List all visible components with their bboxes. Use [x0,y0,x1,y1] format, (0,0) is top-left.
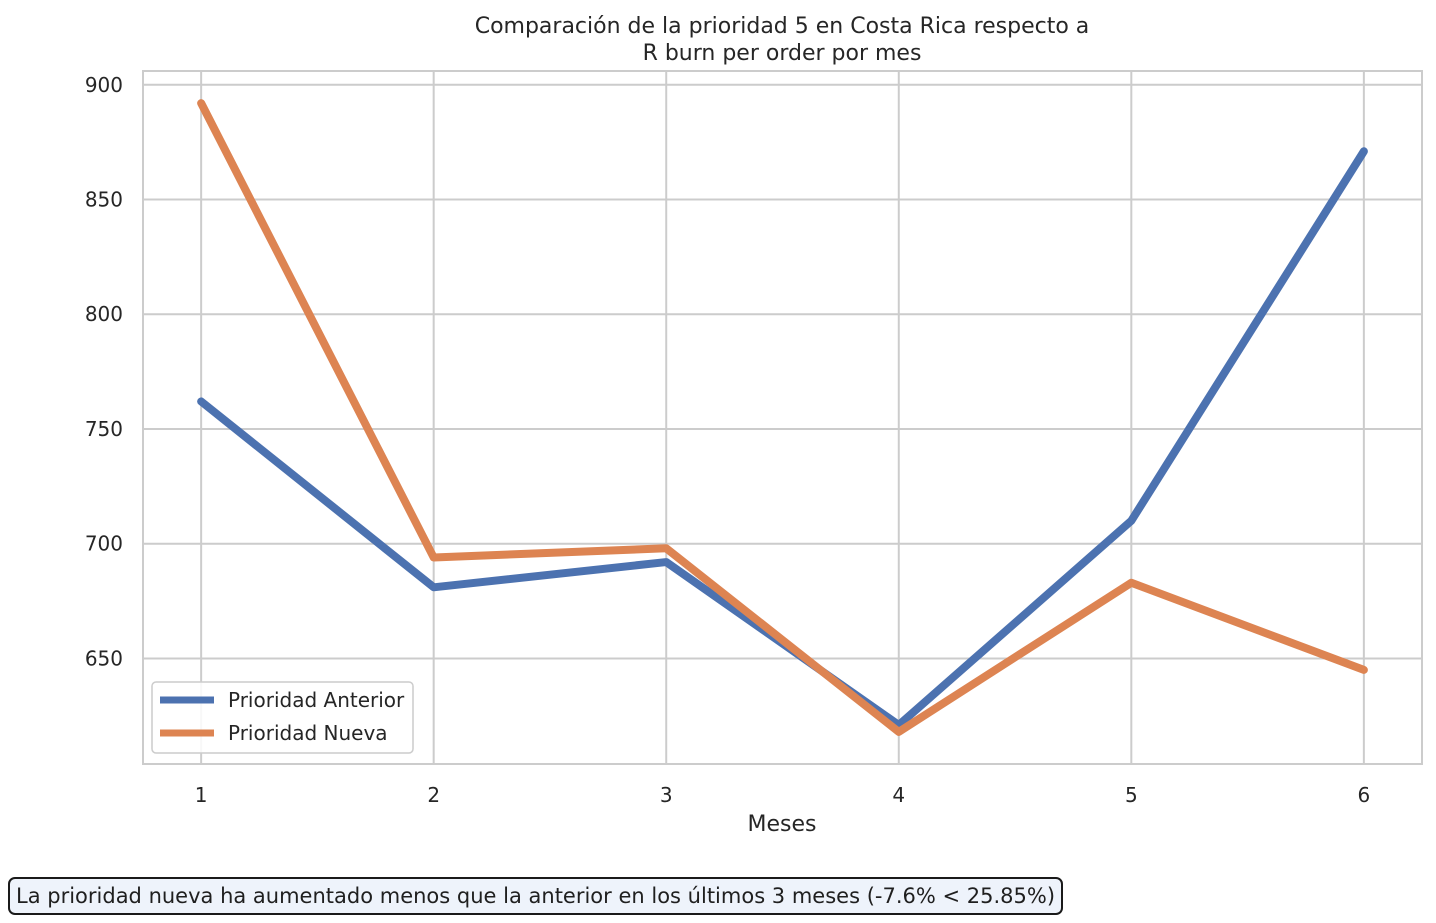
legend: Prioridad Anterior Prioridad Nueva [151,681,414,754]
plot-area-frame [142,70,1423,765]
x-axis-tick-labels: 1 2 3 4 5 6 [195,783,1370,807]
y-tick-label-900: 900 [85,73,123,97]
x-tick-label-5: 5 [1125,783,1138,807]
x-tick-label-2: 2 [427,783,440,807]
y-tick-label-700: 700 [85,532,123,556]
x-tick-label-1: 1 [195,783,208,807]
x-tick-label-4: 4 [892,783,905,807]
y-tick-label-650: 650 [85,646,123,670]
line-chart: Comparación de la prioridad 5 en Costa R… [85,14,1423,837]
chart-title-line-1: Comparación de la prioridad 5 en Costa R… [475,14,1090,39]
legend-label-prioridad-nueva: Prioridad Nueva [228,721,388,745]
series-lines [197,99,1368,736]
y-tick-label-750: 750 [85,417,123,441]
x-tick-label-6: 6 [1357,783,1370,807]
x-tick-label-3: 3 [660,783,673,807]
y-tick-label-800: 800 [85,302,123,326]
summary-annotation: La prioridad nueva ha aumentado menos qu… [8,877,1064,915]
series-line-prioridad-nueva [197,99,1368,736]
chart-title-line-2: R burn per order por mes [643,41,922,66]
legend-label-prioridad-anterior: Prioridad Anterior [228,688,405,712]
y-tick-label-850: 850 [85,188,123,212]
x-axis-label: Meses [748,812,817,837]
legend-box [151,681,414,754]
y-axis-tick-labels: 650 700 750 800 850 900 [85,73,123,671]
grid-lines [143,71,1422,764]
